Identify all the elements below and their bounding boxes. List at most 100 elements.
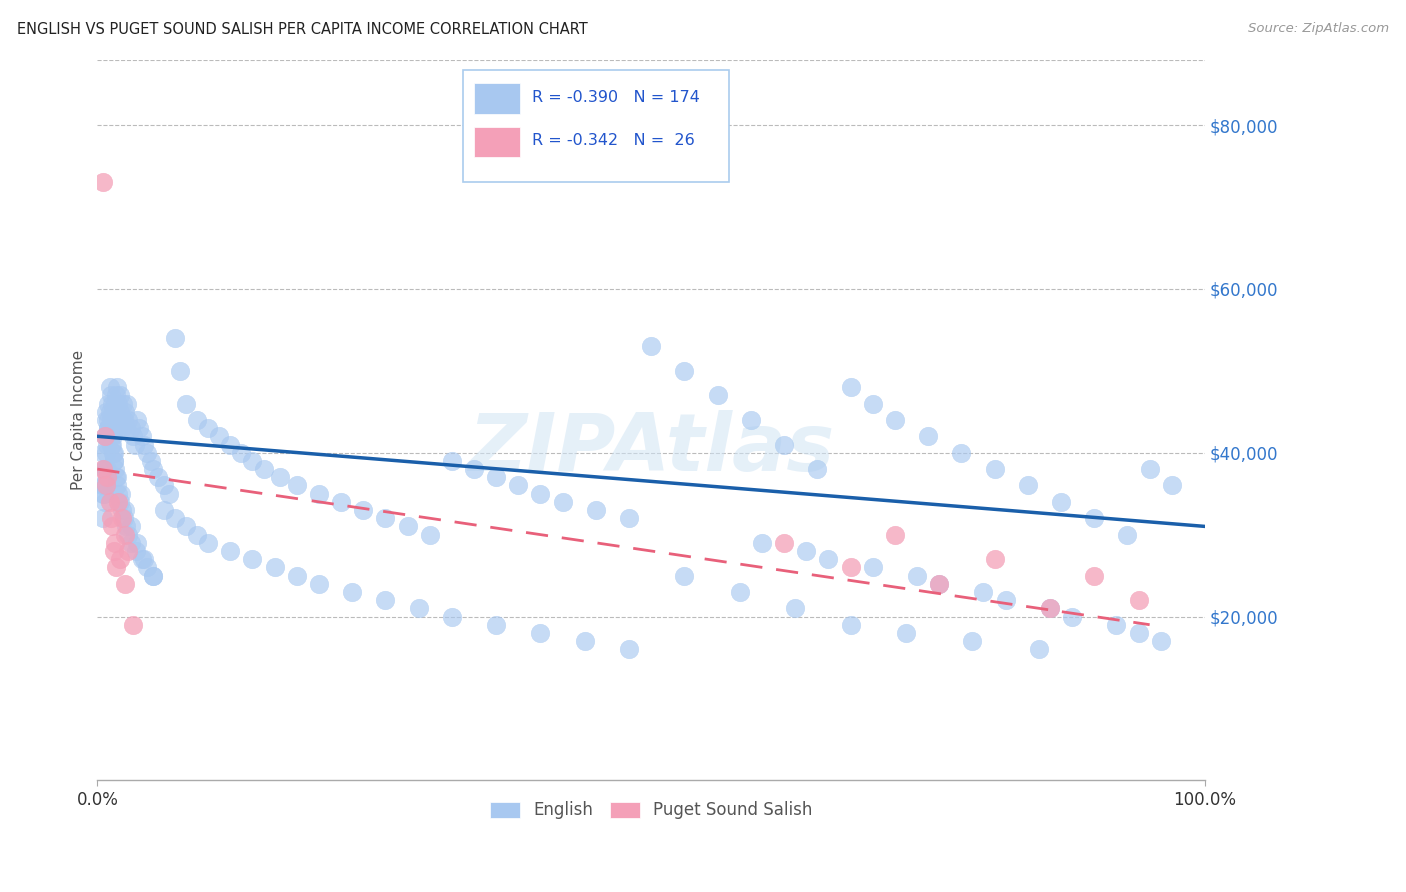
Point: [1062, 609, 1084, 624]
Point: [127, 413, 149, 427]
Point: [839, 380, 862, 394]
Point: [97, 413, 120, 427]
Point: [231, 446, 253, 460]
Point: [839, 560, 862, 574]
Point: [529, 486, 551, 500]
Point: [104, 396, 127, 410]
Legend: English, Puget Sound Salish: English, Puget Sound Salish: [484, 795, 820, 826]
Point: [91, 176, 114, 190]
Point: [806, 462, 828, 476]
Point: [112, 413, 135, 427]
Point: [163, 331, 186, 345]
Point: [242, 552, 264, 566]
Point: [408, 601, 430, 615]
Point: [728, 585, 751, 599]
Point: [839, 617, 862, 632]
Point: [107, 421, 129, 435]
Point: [100, 421, 122, 435]
Point: [98, 421, 121, 435]
Point: [124, 437, 146, 451]
Point: [117, 544, 139, 558]
Point: [785, 601, 807, 615]
Point: [1128, 593, 1150, 607]
Point: [98, 405, 121, 419]
Point: [269, 470, 291, 484]
Point: [125, 544, 148, 558]
Point: [101, 405, 124, 419]
Point: [111, 503, 134, 517]
Point: [96, 478, 118, 492]
Point: [751, 536, 773, 550]
Point: [308, 576, 330, 591]
Point: [585, 503, 607, 517]
Point: [529, 626, 551, 640]
Point: [440, 454, 463, 468]
Point: [928, 576, 950, 591]
Point: [108, 405, 131, 419]
Point: [101, 429, 124, 443]
Point: [374, 511, 396, 525]
Point: [894, 626, 917, 640]
Point: [862, 560, 884, 574]
Point: [94, 429, 117, 443]
Point: [100, 511, 122, 525]
Point: [100, 437, 122, 451]
Point: [617, 642, 640, 657]
Point: [91, 486, 114, 500]
Point: [197, 421, 219, 435]
Point: [114, 576, 136, 591]
Point: [308, 486, 330, 500]
Point: [396, 519, 419, 533]
Point: [1028, 642, 1050, 657]
Point: [862, 396, 884, 410]
Point: [96, 470, 118, 484]
Point: [508, 478, 530, 492]
Point: [107, 486, 129, 500]
Point: [219, 437, 242, 451]
Point: [242, 454, 264, 468]
Point: [103, 413, 125, 427]
Point: [96, 429, 118, 443]
Point: [103, 454, 125, 468]
Text: R = -0.342   N =  26: R = -0.342 N = 26: [531, 133, 695, 148]
Point: [136, 446, 159, 460]
Point: [107, 495, 129, 509]
Point: [142, 462, 165, 476]
Point: [419, 527, 441, 541]
Point: [98, 380, 121, 394]
Point: [110, 413, 132, 427]
Point: [773, 437, 796, 451]
Point: [485, 470, 508, 484]
Point: [174, 396, 197, 410]
Point: [617, 511, 640, 525]
Point: [117, 527, 139, 541]
Point: [110, 486, 132, 500]
Point: [1083, 568, 1105, 582]
Point: [142, 568, 165, 582]
Point: [973, 585, 995, 599]
Point: [1039, 601, 1062, 615]
Point: [105, 405, 128, 419]
Point: [485, 617, 508, 632]
Point: [794, 544, 817, 558]
Text: Source: ZipAtlas.com: Source: ZipAtlas.com: [1249, 22, 1389, 36]
Point: [96, 478, 118, 492]
Point: [740, 413, 762, 427]
Point: [706, 388, 728, 402]
Point: [163, 511, 186, 525]
Point: [905, 568, 928, 582]
Point: [105, 380, 128, 394]
Point: [950, 446, 973, 460]
Y-axis label: Per Capita Income: Per Capita Income: [72, 350, 86, 490]
Point: [96, 437, 118, 451]
Point: [98, 495, 121, 509]
Point: [148, 470, 170, 484]
Point: [120, 519, 142, 533]
Point: [340, 585, 363, 599]
Point: [174, 519, 197, 533]
Text: R = -0.390   N = 174: R = -0.390 N = 174: [531, 89, 699, 104]
Point: [100, 396, 122, 410]
Point: [186, 413, 208, 427]
Point: [103, 446, 125, 460]
Text: ENGLISH VS PUGET SOUND SALISH PER CAPITA INCOME CORRELATION CHART: ENGLISH VS PUGET SOUND SALISH PER CAPITA…: [17, 22, 588, 37]
